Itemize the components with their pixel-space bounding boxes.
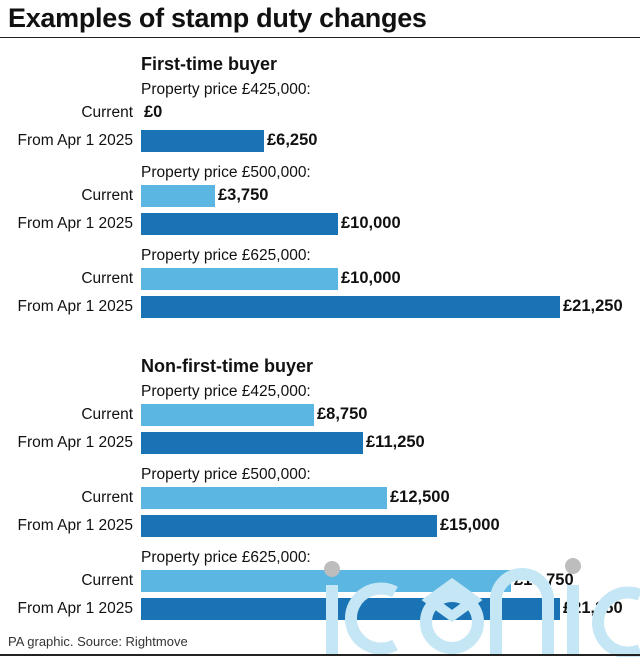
row-label: From Apr 1 2025 [17, 298, 133, 315]
source-note: PA graphic. Source: Rightmove [8, 634, 188, 649]
value-label: £15,000 [440, 516, 500, 534]
row-label: From Apr 1 2025 [17, 600, 133, 617]
value-label: £21,250 [563, 599, 623, 617]
chart-title: Examples of stamp duty changes [8, 3, 427, 33]
value-label: £6,250 [267, 131, 318, 149]
group-label: Property price £500,000: [141, 466, 311, 483]
bottom-divider [0, 654, 640, 656]
value-label: £18,750 [514, 571, 574, 589]
row-label: Current [81, 489, 133, 506]
group-label: Property price £425,000: [141, 383, 311, 400]
bar-from-apr-2025 [141, 213, 338, 235]
row-label: Current [81, 104, 133, 121]
bar-from-apr-2025 [141, 598, 560, 620]
bar-from-apr-2025 [141, 296, 560, 318]
bar-current [141, 185, 215, 207]
row-label: Current [81, 270, 133, 287]
bar-current [141, 268, 338, 290]
bar-from-apr-2025 [141, 130, 264, 152]
value-label: £21,250 [563, 297, 623, 315]
section-title: Non-first-time buyer [141, 356, 314, 376]
section-title: First-time buyer [141, 54, 278, 74]
value-label: £11,250 [366, 433, 425, 451]
bar-current [141, 404, 314, 426]
value-label: £10,000 [341, 269, 401, 287]
value-label: £12,500 [390, 488, 450, 506]
top-divider [0, 37, 640, 38]
bar-from-apr-2025 [141, 515, 437, 537]
watermark-stroke [567, 585, 579, 655]
value-label: £10,000 [341, 214, 401, 232]
row-label: From Apr 1 2025 [17, 517, 133, 534]
row-label: From Apr 1 2025 [17, 215, 133, 232]
group-label: Property price £625,000: [141, 247, 311, 264]
value-label: £0 [144, 103, 163, 121]
row-label: From Apr 1 2025 [17, 132, 133, 149]
group-label: Property price £625,000: [141, 549, 311, 566]
row-label: From Apr 1 2025 [17, 434, 133, 451]
row-label: Current [81, 572, 133, 589]
value-label: £3,750 [218, 186, 269, 204]
value-label: £8,750 [317, 405, 368, 423]
bar-current [141, 487, 387, 509]
group-label: Property price £500,000: [141, 164, 311, 181]
bar-from-apr-2025 [141, 432, 363, 454]
row-label: Current [81, 187, 133, 204]
row-label: Current [81, 406, 133, 423]
bar-current [141, 570, 511, 592]
group-label: Property price £425,000: [141, 81, 311, 98]
watermark-stroke [326, 585, 338, 655]
